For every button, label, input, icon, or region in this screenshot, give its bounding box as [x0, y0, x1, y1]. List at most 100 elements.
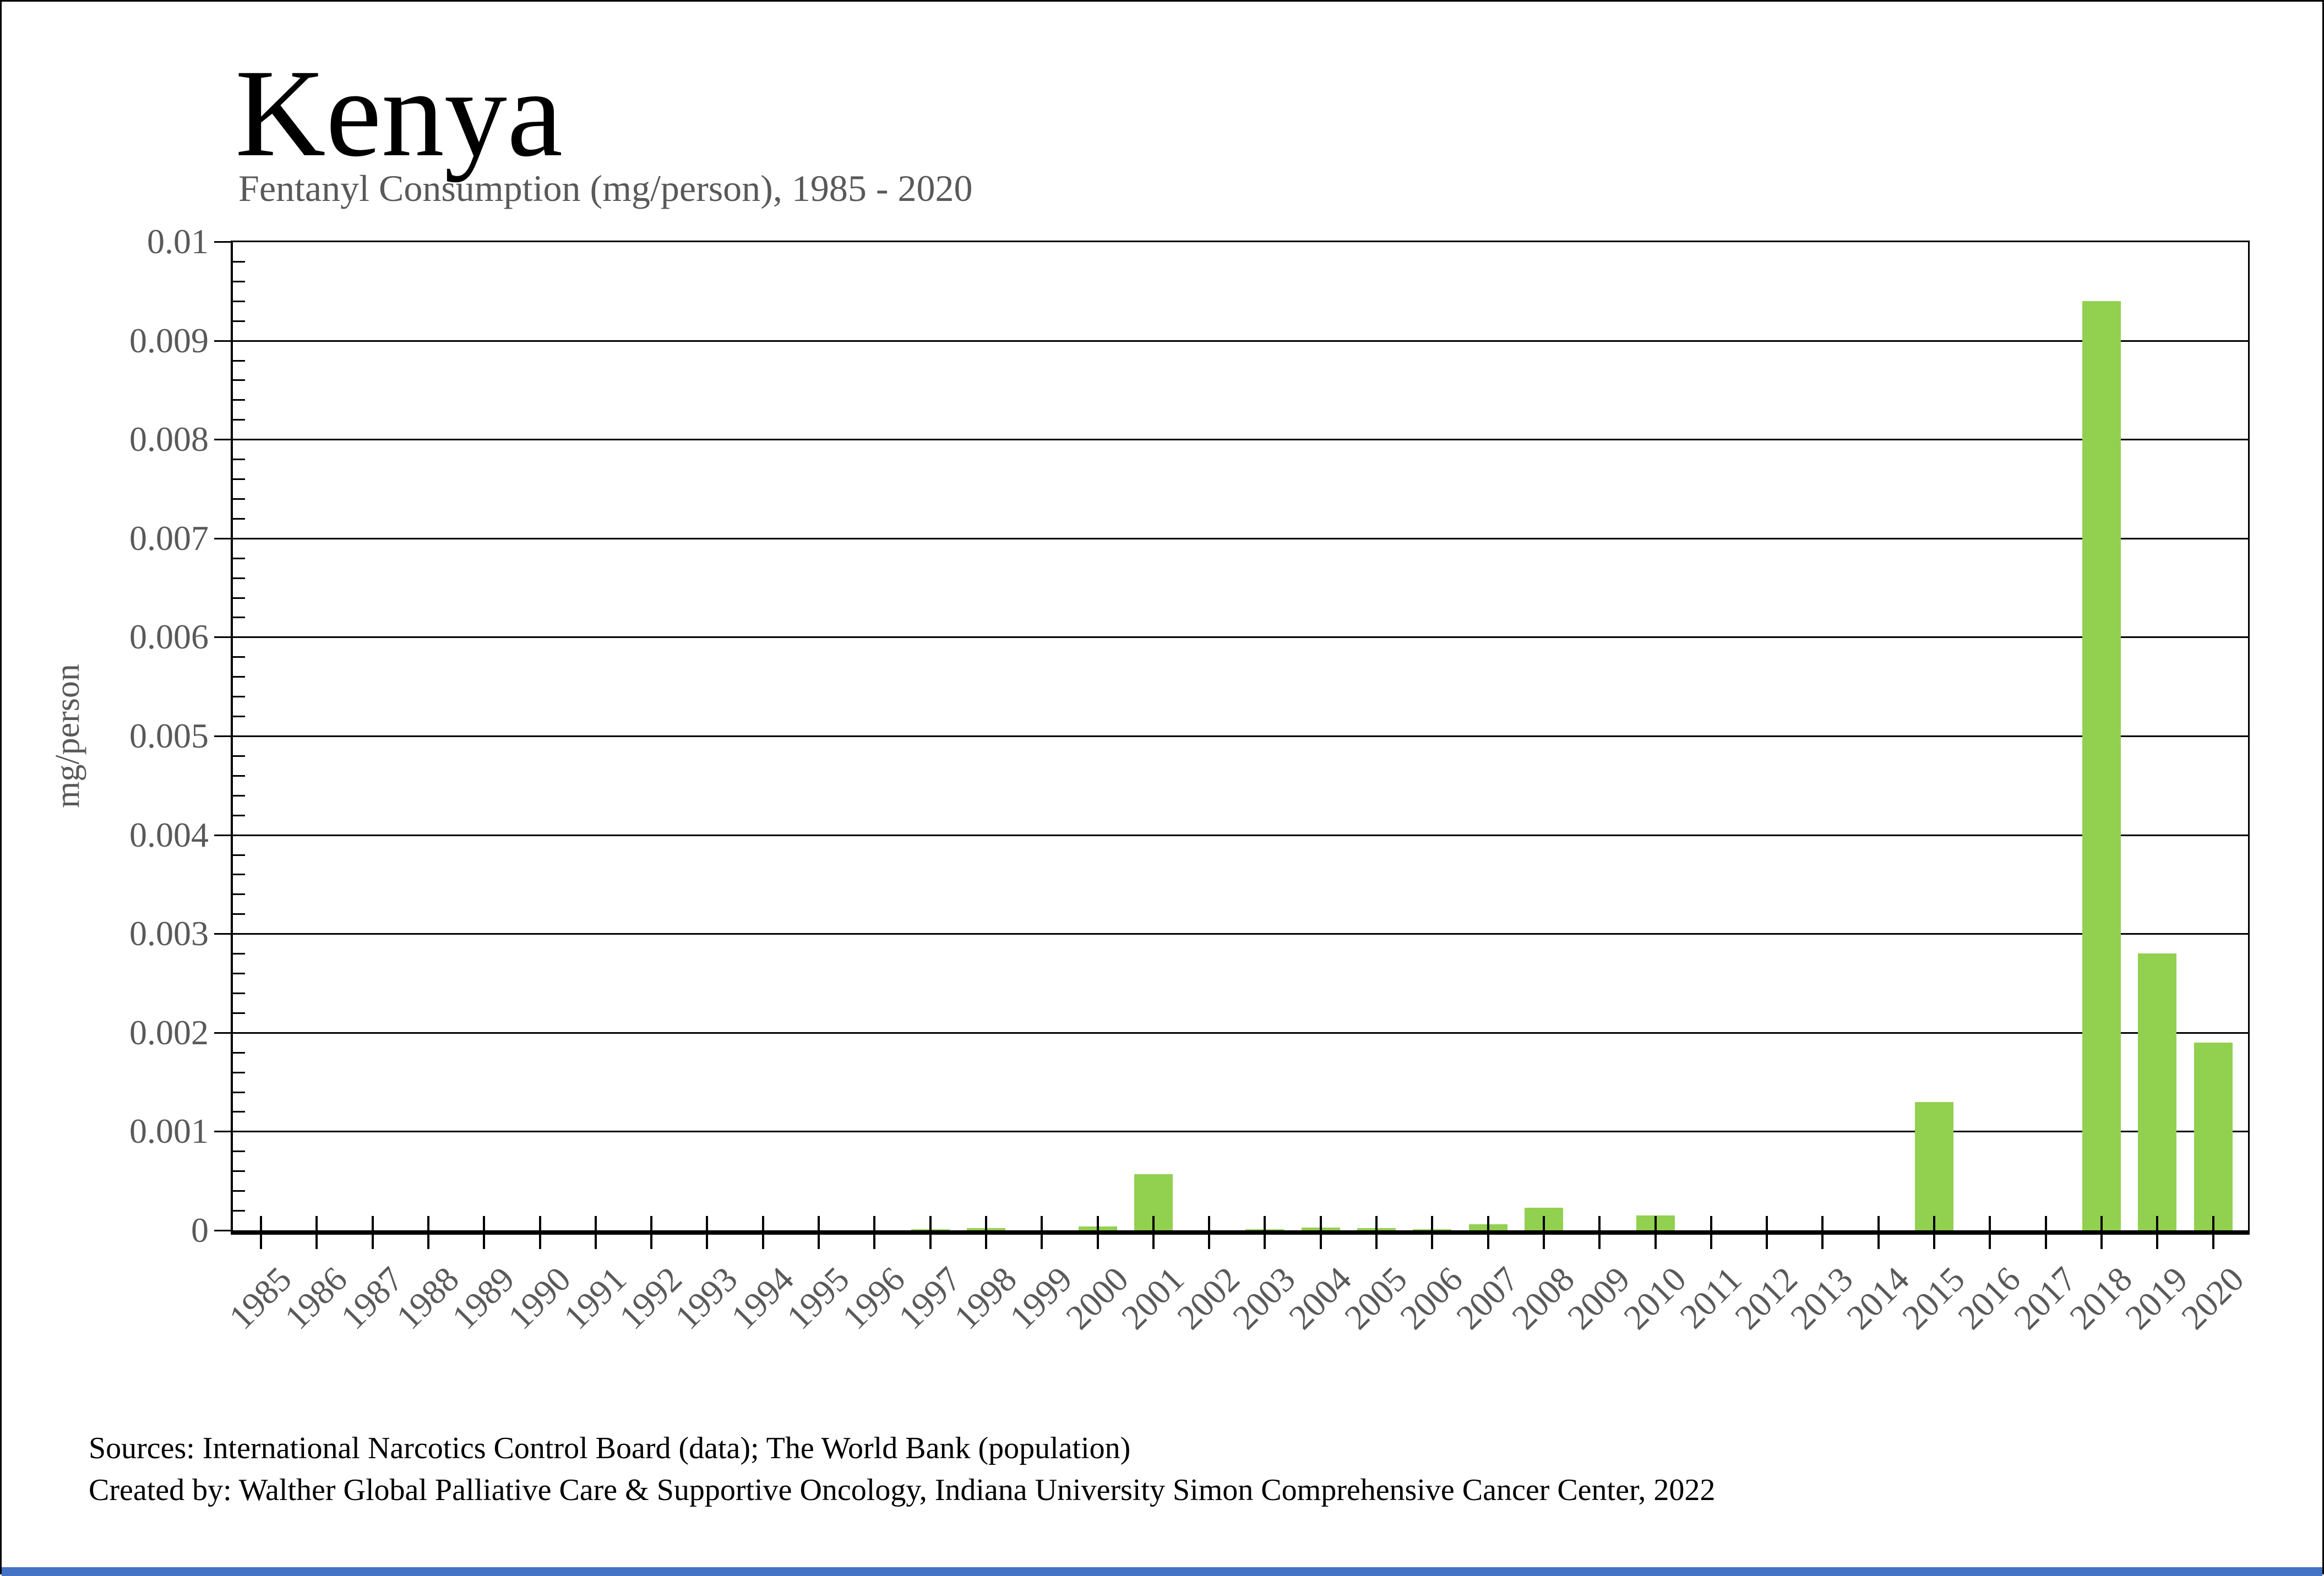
y-axis-minor-tick [233, 557, 245, 559]
x-axis-tick [1096, 1216, 1099, 1249]
y-axis-major-tick [214, 834, 231, 836]
x-axis-tick [315, 1216, 318, 1249]
y-axis-minor-tick [233, 597, 245, 599]
y-axis-minor-tick [233, 1071, 245, 1073]
y-axis-minor-tick [233, 419, 245, 421]
x-axis-tick [929, 1216, 932, 1249]
gridline [233, 537, 2248, 539]
y-tick-label: 0.005 [129, 716, 209, 755]
x-axis-tick [1375, 1216, 1378, 1249]
x-axis-tick [538, 1216, 541, 1249]
x-axis-tick [371, 1216, 374, 1249]
y-axis-minor-tick [233, 696, 245, 698]
x-axis-tick [2100, 1216, 2103, 1249]
y-tick-label: 0 [191, 1210, 209, 1250]
x-axis-tick [1654, 1216, 1657, 1249]
x-axis-tick [706, 1216, 709, 1249]
chart-title: Kenya [235, 44, 563, 183]
y-axis-minor-tick [233, 617, 245, 619]
y-axis-minor-tick [233, 1210, 245, 1212]
y-axis-minor-tick [233, 1091, 245, 1093]
y-axis-major-tick [214, 537, 231, 539]
x-axis-tick [1766, 1216, 1768, 1249]
y-axis-minor-tick [233, 478, 245, 481]
y-axis-minor-tick [233, 260, 245, 263]
y-axis-minor-tick [233, 1150, 245, 1153]
x-axis-tick [761, 1216, 764, 1249]
x-axis-tick [1877, 1216, 1880, 1249]
plot-right-border [2248, 241, 2250, 1235]
chart-subtitle: Fentanyl Consumption (mg/person), 1985 -… [238, 167, 973, 209]
y-axis-minor-tick [233, 498, 245, 500]
y-axis-minor-tick [233, 577, 245, 579]
y-axis-major-tick [214, 340, 231, 342]
x-tick-label-2020: 2020 [2173, 1259, 2251, 1337]
y-tick-label: 0.002 [129, 1012, 209, 1052]
gridline [233, 1032, 2248, 1034]
y-axis-minor-tick [233, 973, 245, 975]
y-axis-major-tick [214, 933, 231, 935]
y-axis-minor-tick [233, 517, 245, 520]
x-axis-tick [483, 1216, 486, 1249]
y-axis-minor-tick [233, 854, 245, 856]
gridline [233, 340, 2248, 342]
y-axis-minor-tick [233, 992, 245, 994]
bar-2015 [1915, 1101, 1953, 1230]
y-tick-label: 0.003 [129, 914, 209, 953]
bar-2019 [2138, 953, 2177, 1230]
y-tick-label: 0.008 [129, 419, 209, 459]
y-axis-major-tick [214, 1032, 231, 1034]
y-axis-minor-tick [233, 1190, 245, 1192]
gridline [233, 933, 2248, 935]
y-axis-major-tick [214, 735, 231, 737]
x-axis-tick [1208, 1216, 1211, 1249]
y-axis-minor-tick [233, 794, 245, 797]
plot-top-border [233, 241, 2250, 242]
gridline [233, 735, 2248, 737]
y-axis-minor-tick [233, 379, 245, 381]
source-attribution: Sources: International Narcotics Control… [89, 1431, 1131, 1465]
y-axis-minor-tick [233, 874, 245, 876]
y-tick-label: 0.001 [129, 1111, 209, 1151]
y-tick-label: 0.004 [129, 815, 209, 854]
y-axis-minor-tick [233, 280, 245, 282]
y-axis-minor-tick [233, 459, 245, 461]
gridline [233, 439, 2248, 441]
gridline [233, 636, 2248, 639]
y-axis-line [231, 241, 233, 1235]
x-axis-tick [1319, 1216, 1322, 1249]
y-axis-minor-tick [233, 1012, 245, 1014]
y-axis-major-tick [214, 439, 231, 441]
x-axis-tick [1152, 1216, 1155, 1249]
x-axis-tick [984, 1216, 987, 1249]
y-axis-minor-tick [233, 300, 245, 302]
gridline [233, 834, 2248, 836]
y-axis-minor-tick [233, 1170, 245, 1173]
y-axis-minor-tick [233, 755, 245, 757]
y-tick-label: 0.006 [129, 617, 209, 657]
x-axis-tick [260, 1216, 262, 1249]
y-axis-minor-tick [233, 320, 245, 322]
y-axis-minor-tick [233, 716, 245, 718]
x-axis-tick [873, 1216, 876, 1249]
x-axis-tick [1821, 1216, 1824, 1249]
bar-2018 [2082, 301, 2121, 1230]
y-tick-label: 0.009 [129, 320, 209, 360]
y-axis-minor-tick [233, 814, 245, 816]
x-axis-tick [650, 1216, 653, 1249]
x-axis-tick [2044, 1216, 2047, 1249]
x-axis-tick [1264, 1216, 1266, 1249]
x-axis-tick [2156, 1216, 2159, 1249]
y-axis-minor-tick [233, 893, 245, 896]
y-axis-major-tick [214, 636, 231, 639]
y-axis-minor-tick [233, 775, 245, 777]
y-tick-label: 0.007 [129, 518, 209, 558]
y-axis-minor-tick [233, 1051, 245, 1054]
x-axis-tick [1710, 1216, 1712, 1249]
created-by-attribution: Created by: Walther Global Palliative Ca… [89, 1473, 1716, 1507]
y-axis-major-tick [214, 241, 231, 243]
x-axis-tick [1431, 1216, 1434, 1249]
y-axis-minor-tick [233, 656, 245, 658]
